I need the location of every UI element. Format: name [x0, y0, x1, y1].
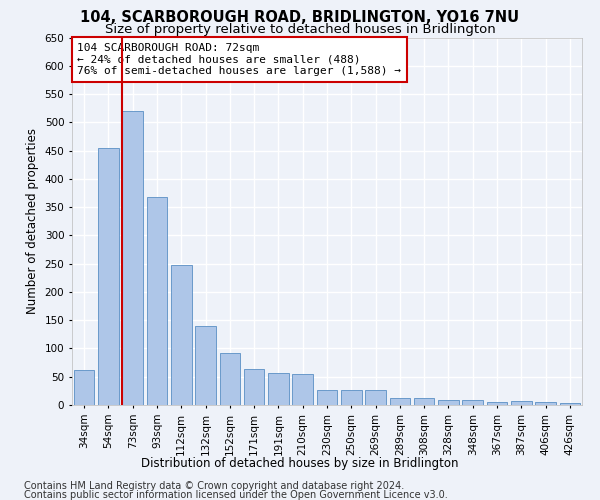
- Bar: [98, 148, 119, 405]
- Bar: [389, 398, 410, 405]
- Bar: [220, 353, 240, 405]
- Bar: [438, 400, 459, 405]
- Bar: [195, 326, 216, 405]
- Bar: [414, 398, 434, 405]
- Bar: [487, 402, 508, 405]
- Bar: [74, 370, 94, 405]
- Text: 104, SCARBOROUGH ROAD, BRIDLINGTON, YO16 7NU: 104, SCARBOROUGH ROAD, BRIDLINGTON, YO16…: [80, 10, 520, 25]
- Bar: [292, 374, 313, 405]
- Bar: [268, 373, 289, 405]
- Text: Distribution of detached houses by size in Bridlington: Distribution of detached houses by size …: [141, 458, 459, 470]
- Text: Size of property relative to detached houses in Bridlington: Size of property relative to detached ho…: [104, 22, 496, 36]
- Bar: [463, 400, 483, 405]
- Bar: [365, 390, 386, 405]
- Bar: [244, 370, 265, 405]
- Bar: [560, 402, 580, 405]
- Bar: [171, 265, 191, 405]
- Bar: [146, 197, 167, 405]
- Text: Contains public sector information licensed under the Open Government Licence v3: Contains public sector information licen…: [24, 490, 448, 500]
- Y-axis label: Number of detached properties: Number of detached properties: [26, 128, 39, 314]
- Bar: [317, 390, 337, 405]
- Bar: [535, 402, 556, 405]
- Bar: [341, 390, 362, 405]
- Text: 104 SCARBOROUGH ROAD: 72sqm
← 24% of detached houses are smaller (488)
76% of se: 104 SCARBOROUGH ROAD: 72sqm ← 24% of det…: [77, 43, 401, 76]
- Bar: [511, 401, 532, 405]
- Bar: [122, 111, 143, 405]
- Text: Contains HM Land Registry data © Crown copyright and database right 2024.: Contains HM Land Registry data © Crown c…: [24, 481, 404, 491]
